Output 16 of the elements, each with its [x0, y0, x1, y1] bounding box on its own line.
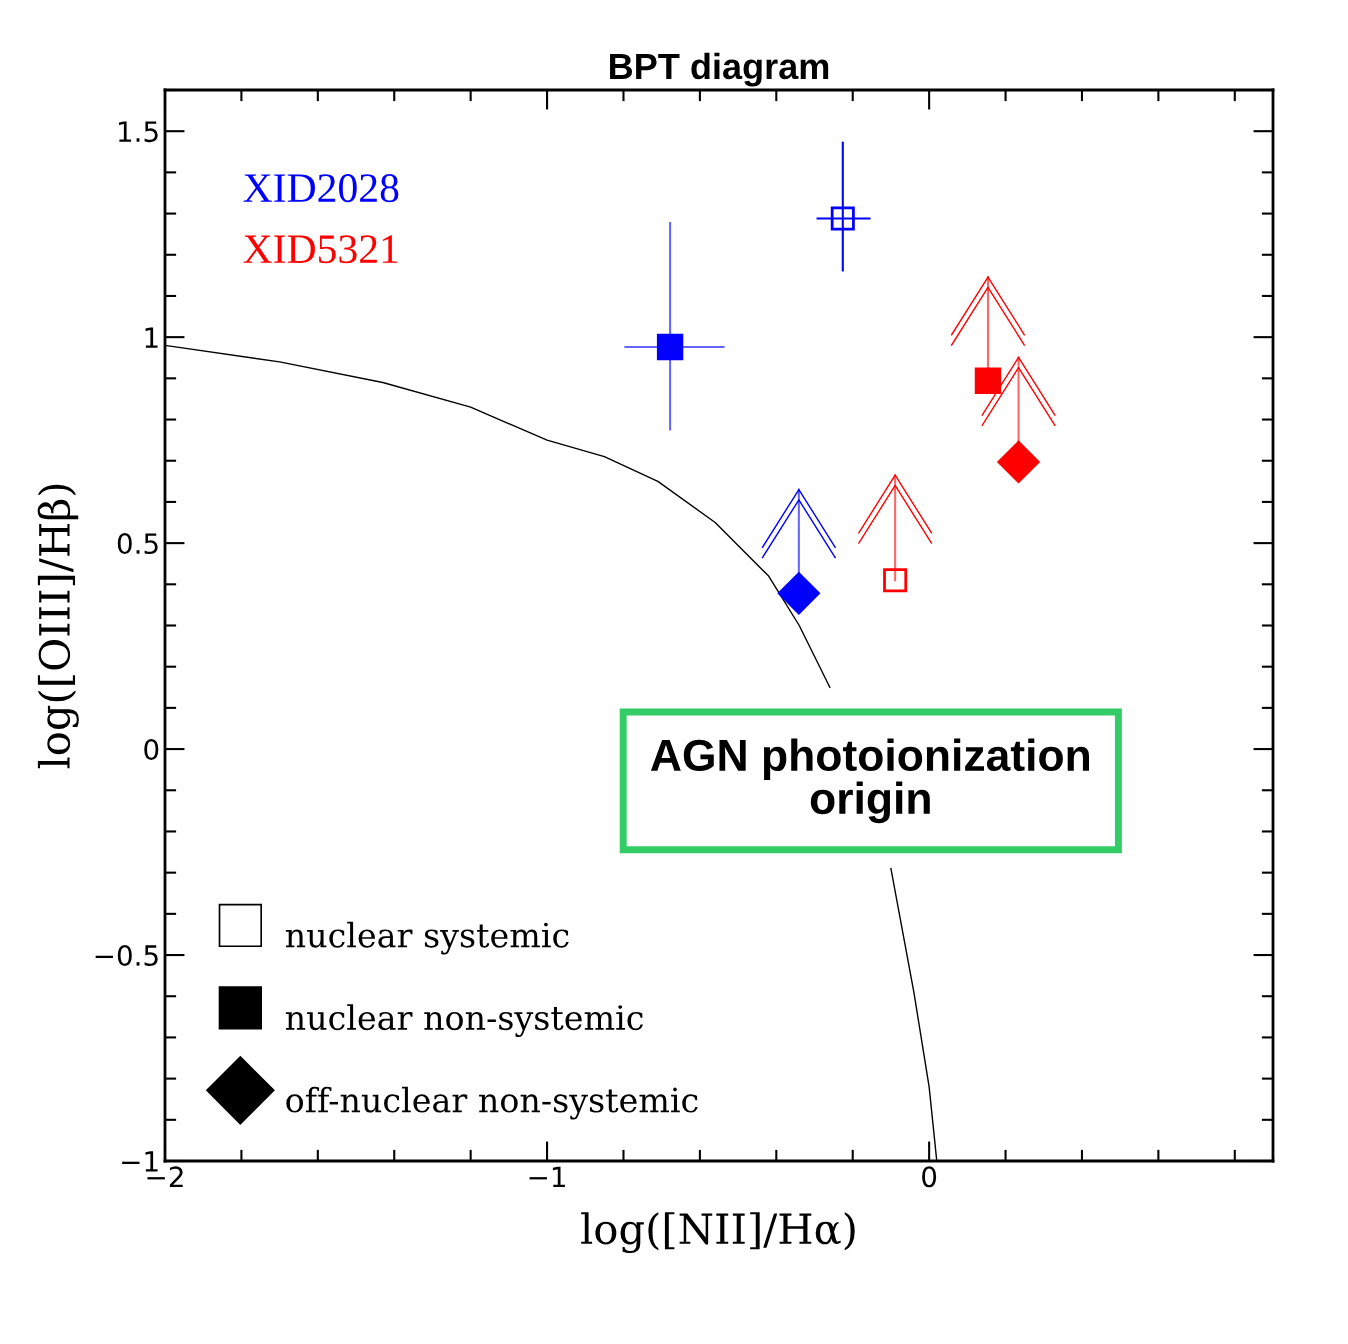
y-tick-label: 1 — [145, 327, 158, 348]
annotation: XID5321 — [243, 235, 398, 264]
y-tick-label: 0.5 — [117, 533, 158, 555]
annotation: off-nuclear non-systemic — [286, 1086, 698, 1120]
x-axis-title: log([NII]/Hα) — [581, 1212, 855, 1254]
chart-title: BPT diagram — [610, 52, 829, 87]
x-tick-label: −1 — [529, 1166, 565, 1187]
annotation: AGN photoionization origin — [650, 738, 1089, 824]
y-tick-label: 1.5 — [119, 121, 158, 143]
x-tick-label: 0 — [922, 1166, 937, 1188]
y-tick-label: −0.5 — [95, 944, 158, 966]
y-tick-label: 0 — [144, 739, 159, 761]
annotation: XID2028 — [243, 174, 399, 203]
y-axis-title: log([OIII]/Hβ) — [37, 484, 79, 769]
annotation: nuclear non-systemic — [285, 1004, 643, 1038]
annotation: nuclear systemic — [285, 921, 569, 955]
